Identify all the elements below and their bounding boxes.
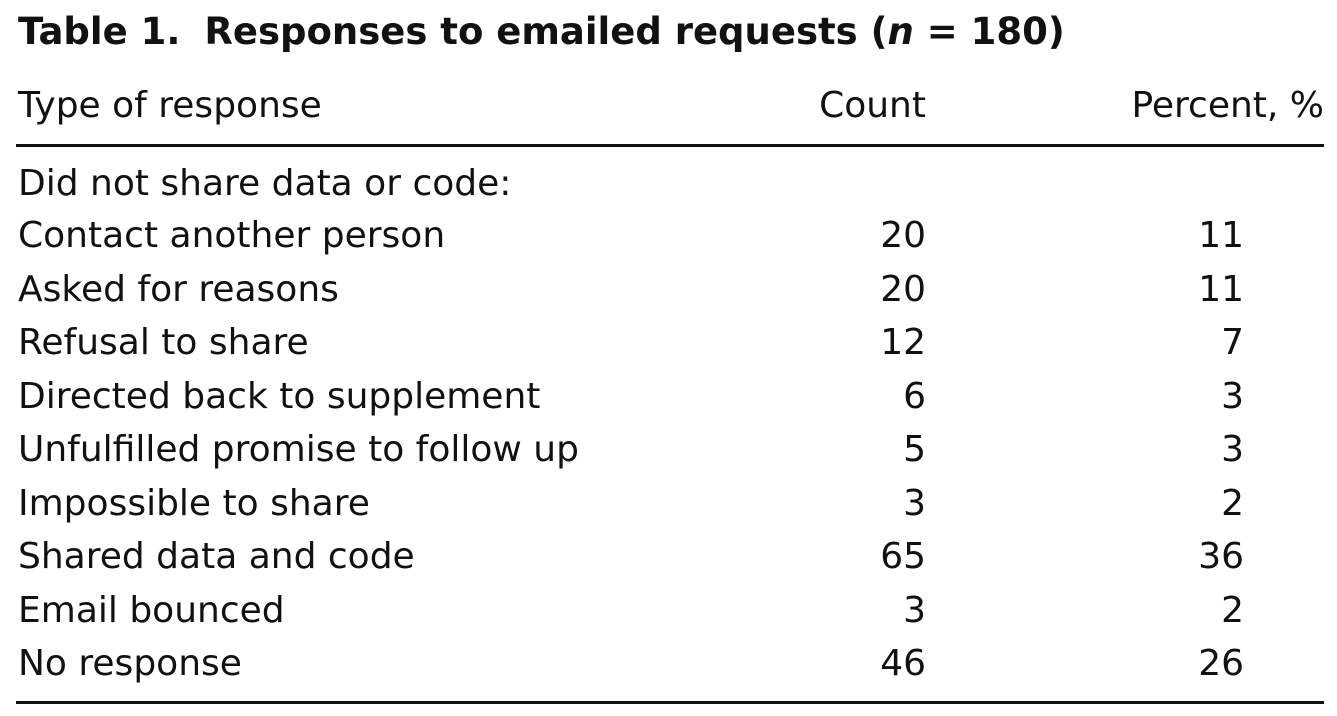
cell-type: Shared data and code — [18, 536, 415, 577]
table-caption-text-pre: Responses to emailed requests ( — [204, 10, 888, 53]
table-bottom-rule — [16, 701, 1324, 704]
table-row: Email bounced 3 2 — [18, 587, 1324, 641]
cell-percent: 3 — [1221, 429, 1244, 470]
cell-count: 3 — [903, 589, 926, 631]
table-body: Contact another person 20 11 Asked for r… — [18, 212, 1324, 694]
cell-percent: 2 — [1221, 589, 1244, 631]
header-type: Type of response — [18, 85, 322, 126]
cell-count: 46 — [880, 643, 926, 684]
header-count: Count — [819, 85, 926, 126]
cell-percent: 36 — [1198, 536, 1244, 577]
cell-count: 65 — [880, 536, 926, 577]
table-row: Contact another person 20 11 — [18, 212, 1324, 266]
cell-percent: 7 — [1221, 322, 1244, 363]
table-row: Unfulfilled promise to follow up 5 3 — [18, 426, 1324, 480]
table-row: Asked for reasons 20 11 — [18, 266, 1324, 320]
cell-type: Asked for reasons — [18, 268, 339, 310]
cell-count: 6 — [903, 375, 926, 417]
cell-type: Refusal to share — [18, 322, 309, 363]
cell-percent: 11 — [1198, 268, 1244, 310]
cell-type: Contact another person — [18, 215, 446, 256]
table-caption-n: n — [887, 10, 914, 53]
cell-count: 20 — [880, 215, 926, 256]
table-row: Shared data and code 65 36 — [18, 533, 1324, 587]
table-row: Impossible to share 3 2 — [18, 480, 1324, 534]
cell-type: Directed back to supplement — [18, 375, 541, 417]
table-caption-text-post: = 180) — [913, 10, 1065, 53]
cell-percent: 2 — [1221, 482, 1244, 524]
table-row: Refusal to share 12 7 — [18, 319, 1324, 373]
table-caption: Table 1. Responses to emailed requests (n… — [18, 8, 1065, 56]
table-row: Directed back to supplement 6 3 — [18, 373, 1324, 427]
section-label: Did not share data or code: — [18, 163, 512, 204]
cell-type: Email bounced — [18, 589, 285, 631]
header-percent: Percent, % — [1131, 85, 1324, 126]
cell-type: Unfulfilled promise to follow up — [18, 429, 579, 470]
cell-percent: 11 — [1198, 215, 1244, 256]
cell-count: 3 — [903, 482, 926, 524]
table-header-row: Type of response Count Percent, % — [18, 82, 1324, 130]
cell-percent: 26 — [1198, 643, 1244, 684]
cell-type: Impossible to share — [18, 482, 370, 524]
cell-percent: 3 — [1221, 375, 1244, 417]
table-caption-label: Table 1. — [18, 10, 181, 53]
cell-count: 5 — [903, 429, 926, 470]
cell-type: No response — [18, 643, 242, 684]
cell-count: 12 — [880, 322, 926, 363]
table-header-rule — [16, 144, 1324, 147]
table-row: No response 46 26 — [18, 640, 1324, 694]
cell-count: 20 — [880, 268, 926, 310]
